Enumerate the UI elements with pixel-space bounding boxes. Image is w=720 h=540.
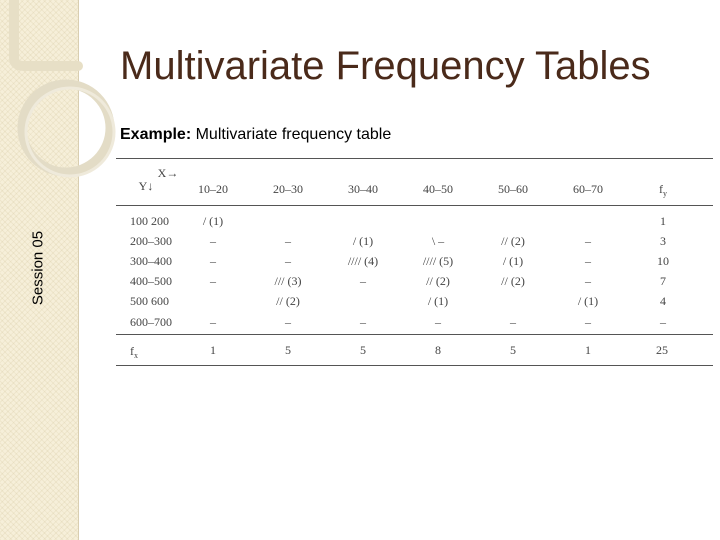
table-cell: – xyxy=(210,274,216,288)
column-total: 5 xyxy=(285,343,291,357)
session-label: Session 05 xyxy=(29,230,47,306)
example-caption: Example: Multivariate frequency table xyxy=(120,126,391,144)
y-axis-label: Y↓ xyxy=(138,179,154,193)
slide-title: Multivariate Frequency Tables xyxy=(120,44,651,88)
table-cell: – xyxy=(585,274,591,288)
row-total: 7 xyxy=(660,274,666,288)
sidebar-band: Session 05 xyxy=(0,0,79,540)
row-label: 500 600 xyxy=(130,294,169,308)
table-cell: / (1) xyxy=(352,234,374,248)
table-cell: – xyxy=(360,274,366,288)
table-cell: – xyxy=(285,315,291,329)
row-total: 10 xyxy=(657,254,669,268)
row-total: – xyxy=(660,315,666,329)
row-total: 3 xyxy=(660,234,666,248)
table-cell: //// (5) xyxy=(422,254,454,268)
table-bottom-rule xyxy=(116,365,713,366)
table-cell: / (1) xyxy=(577,294,599,308)
table-cell: – xyxy=(210,315,216,329)
table-cell: // (2) xyxy=(501,274,525,288)
table-cell: // (2) xyxy=(426,274,450,288)
column-header: 60–70 xyxy=(573,182,603,196)
column-header: 10–20 xyxy=(198,182,228,196)
column-total: 1 xyxy=(585,343,591,357)
table-cell: – xyxy=(210,234,216,248)
example-label: Example: xyxy=(120,126,192,143)
table-cell: – xyxy=(585,254,591,268)
column-total: 5 xyxy=(360,343,366,357)
column-header: 30–40 xyxy=(348,182,378,196)
row-label: 600–700 xyxy=(130,315,172,329)
row-label: 400–500 xyxy=(130,274,172,288)
row-label: 100 200 xyxy=(130,214,169,228)
table-cell: – xyxy=(585,234,591,248)
table-cell: / (1) xyxy=(502,254,524,268)
fx-row-label: fx xyxy=(130,344,138,360)
table-cell: //// (4) xyxy=(347,254,379,268)
table-cell: / (1) xyxy=(202,214,224,228)
table-cell: – xyxy=(285,254,291,268)
table-body-rule xyxy=(116,334,713,335)
row-label: 200–300 xyxy=(130,234,172,248)
column-total: 8 xyxy=(435,343,441,357)
table-cell: – xyxy=(510,315,516,329)
example-text: Multivariate frequency table xyxy=(195,126,392,143)
table-cell: – xyxy=(585,315,591,329)
column-total: 1 xyxy=(210,343,216,357)
column-total: 5 xyxy=(510,343,516,357)
table-cell: \ – xyxy=(431,234,445,248)
table-cell: – xyxy=(210,254,216,268)
fy-header: fy xyxy=(659,182,667,198)
table-cell: / (1) xyxy=(427,294,449,308)
column-header: 20–30 xyxy=(273,182,303,196)
table-cell: – xyxy=(360,315,366,329)
table-cell: /// (3) xyxy=(274,274,302,288)
table-top-rule xyxy=(116,158,713,159)
row-label: 300–400 xyxy=(130,254,172,268)
row-total: 1 xyxy=(660,214,666,228)
table-cell: – xyxy=(285,234,291,248)
table-cell: // (2) xyxy=(276,294,300,308)
row-total: 4 xyxy=(660,294,666,308)
grand-total: 25 xyxy=(656,343,668,357)
table-header-rule xyxy=(116,205,713,206)
x-axis-label: X→ xyxy=(157,166,179,180)
table-cell: – xyxy=(435,315,441,329)
column-header: 50–60 xyxy=(498,182,528,196)
column-header: 40–50 xyxy=(423,182,453,196)
table-cell: // (2) xyxy=(501,234,525,248)
